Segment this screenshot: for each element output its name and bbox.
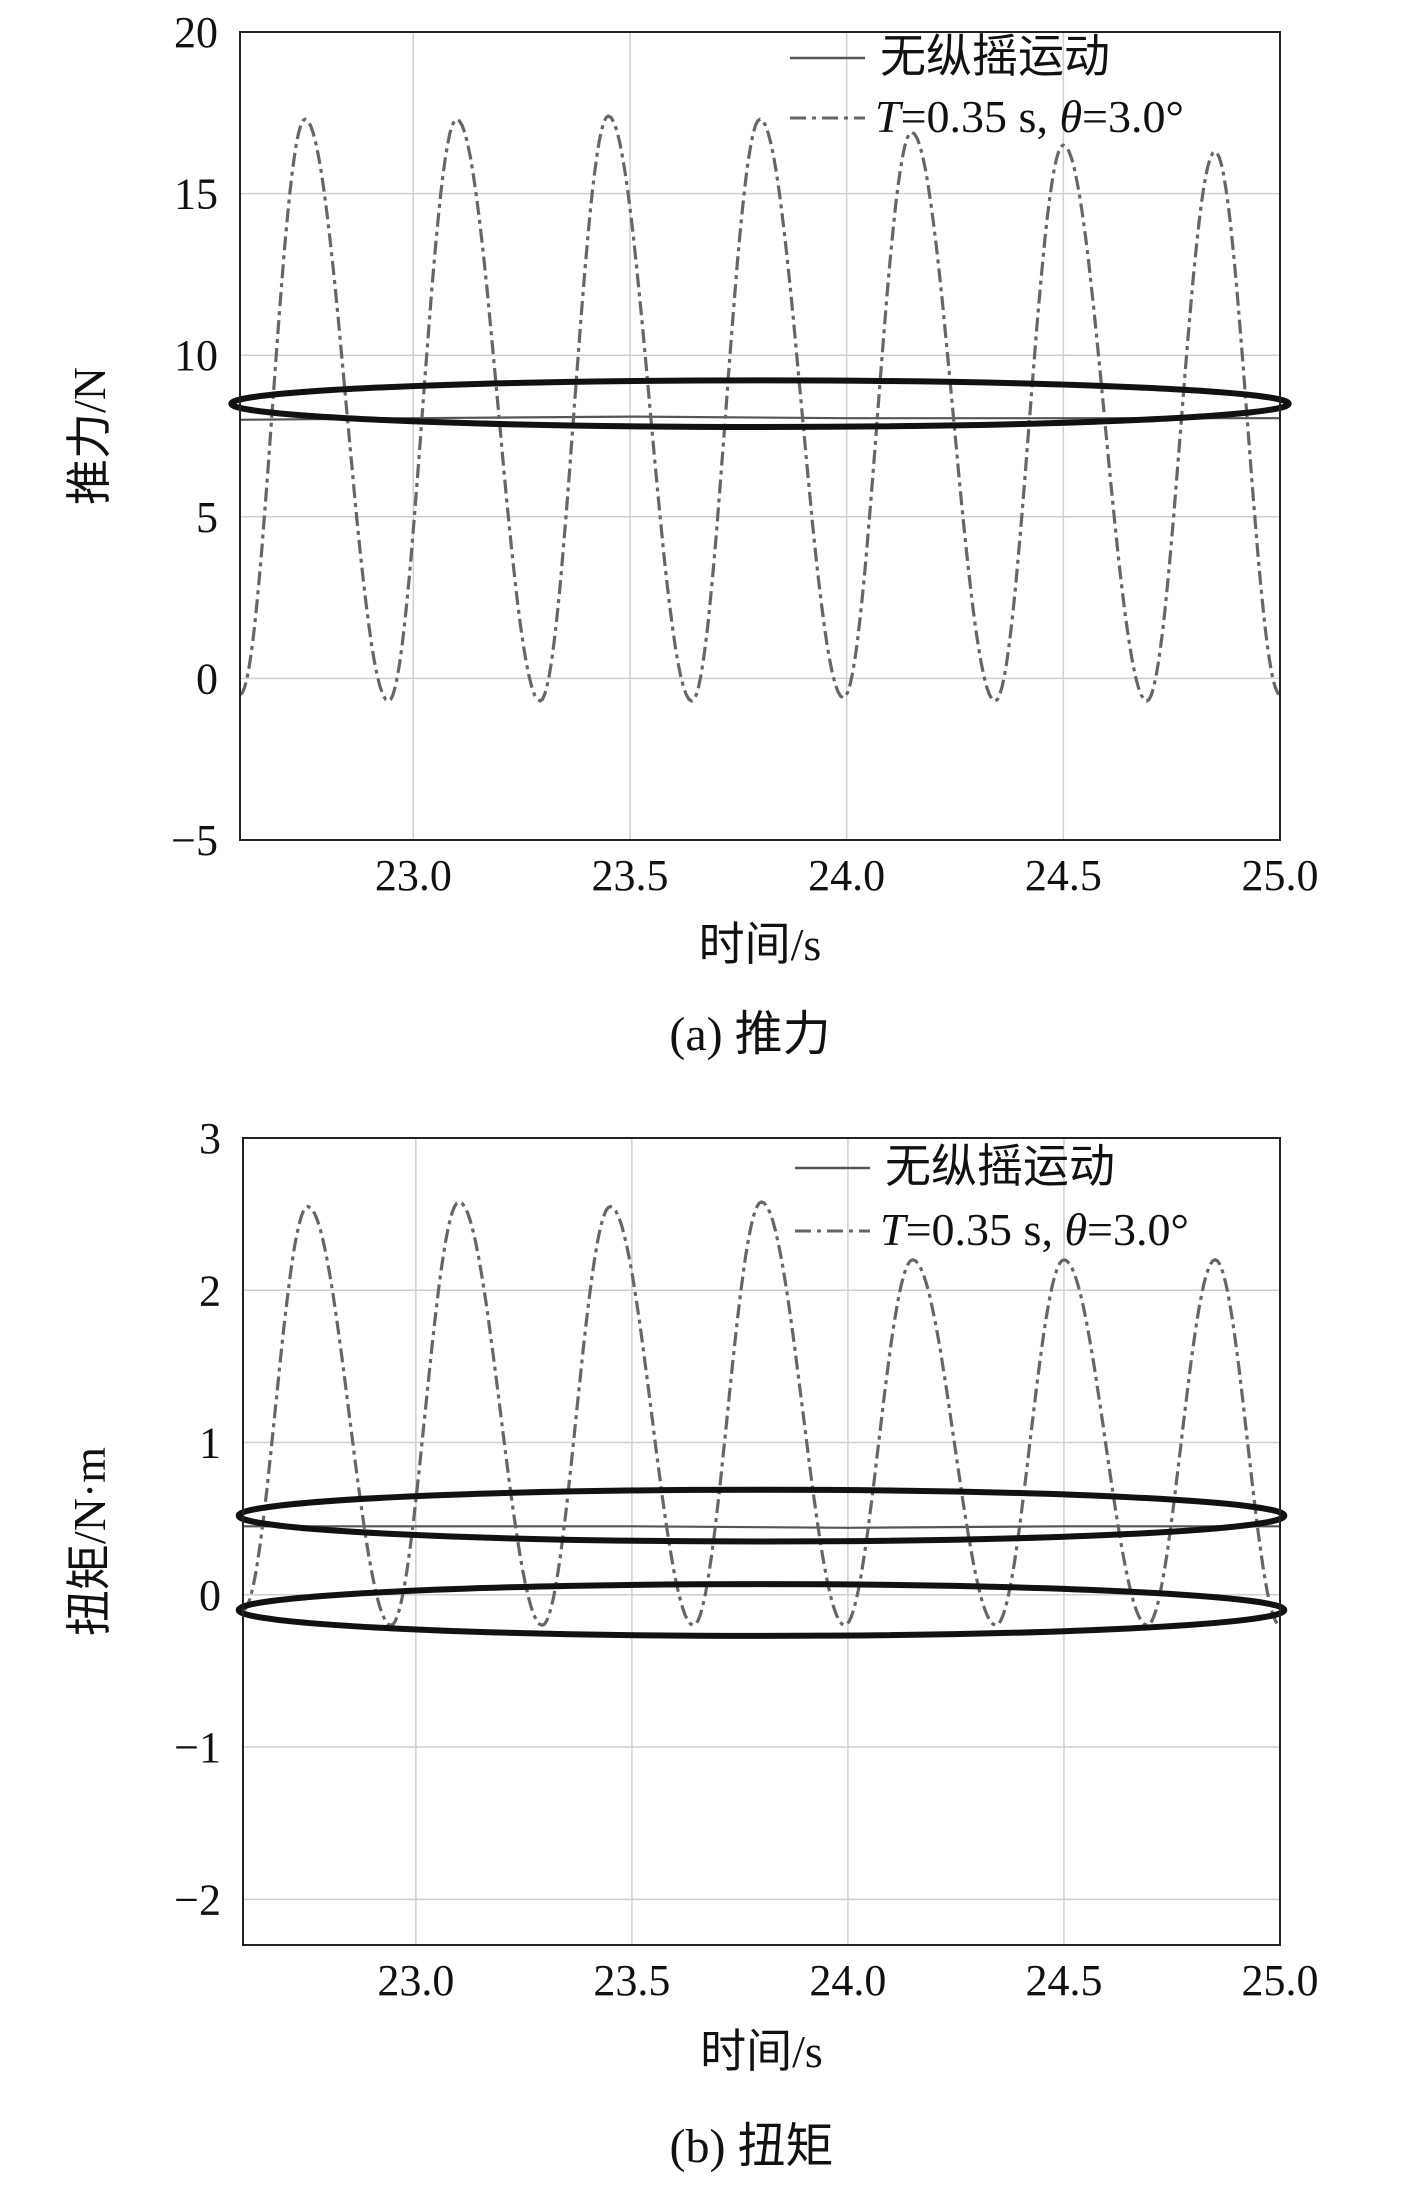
highlight-ellipse: [235, 1486, 1288, 1545]
series-layer: [242, 1200, 1281, 1627]
y-tick-label: 5: [196, 493, 218, 542]
chart-thrust: 23.0 23.5 24.0 24.5 25.0 20 15 10 5 0 −5 无纵摇运动 T=0…: [64, 8, 1319, 1061]
legend-t-value: =0.35 s,: [901, 91, 1060, 142]
legend-label-no-pitch: 无纵摇运动: [885, 1141, 1115, 1192]
legend-theta-value: =3.0°: [1082, 91, 1184, 142]
highlight-ellipse: [235, 1581, 1288, 1639]
x-axis-label: 时间/s: [700, 2026, 823, 2077]
x-tick-label: 24.0: [809, 1956, 886, 2005]
y-tick-label: 0: [199, 1571, 221, 1620]
highlight-ellipse: [228, 377, 1292, 430]
legend: 无纵摇运动 T=0.35 s, θ=3.0°: [790, 31, 1184, 142]
y-tick-label: 10: [174, 331, 218, 380]
plot-frame: [239, 31, 1281, 841]
legend-label-pitch: T=0.35 s, θ=3.0°: [880, 1204, 1189, 1255]
x-tick-label: 25.0: [1242, 1956, 1319, 2005]
tick-labels: 23.0 23.5 24.0 24.5 25.0 20 15 10 5 0 −5: [171, 8, 1318, 900]
y-tick-label: 3: [199, 1114, 221, 1163]
series-line-pitch: [242, 1200, 1281, 1627]
x-tick-label: 24.5: [1025, 1956, 1102, 2005]
legend-var-t: T: [875, 91, 904, 142]
y-axis-label: 扭矩/N·m: [64, 1447, 115, 1636]
series-line-no-pitch: [243, 1525, 1280, 1529]
legend-var-t: T: [880, 1204, 909, 1255]
grid-lines: [240, 31, 1281, 841]
chart-caption: (b) 扭矩: [670, 2120, 834, 2173]
y-tick-label: 0: [196, 654, 218, 703]
legend-var-theta: θ: [1064, 1204, 1087, 1255]
chart-torque: 23.0 23.5 24.0 24.5 25.0 3 2 1 0 −1 −2 无纵摇运动 T=0.3…: [64, 1114, 1319, 2173]
series-line-pitch: [239, 114, 1281, 703]
x-tick-label: 23.0: [377, 1956, 454, 2005]
y-tick-label: 20: [174, 8, 218, 57]
x-tick-label: 24.0: [808, 851, 885, 900]
y-tick-label: −5: [171, 816, 218, 865]
y-axis-label: 推力/N: [64, 367, 115, 505]
x-axis-label: 时间/s: [699, 919, 822, 970]
y-tick-label: −1: [174, 1723, 221, 1772]
annotation-layer: [235, 1486, 1288, 1639]
x-tick-label: 23.5: [593, 1956, 670, 2005]
plot-frame: [242, 1137, 1281, 1946]
legend-t-value: =0.35 s,: [906, 1204, 1065, 1255]
legend-label-pitch: T=0.35 s, θ=3.0°: [875, 91, 1184, 142]
y-tick-label: 1: [199, 1419, 221, 1468]
legend-var-theta: θ: [1059, 91, 1082, 142]
chart-caption: (a) 推力: [669, 1008, 830, 1061]
series-layer: [239, 114, 1281, 703]
y-tick-label: 2: [199, 1266, 221, 1315]
annotation-layer: [228, 377, 1292, 430]
x-tick-label: 23.0: [375, 851, 452, 900]
legend-theta-value: =3.0°: [1087, 1204, 1189, 1255]
legend-label-no-pitch: 无纵摇运动: [880, 31, 1110, 82]
tick-labels: 23.0 23.5 24.0 24.5 25.0 3 2 1 0 −1 −2: [174, 1114, 1318, 2005]
x-tick-label: 25.0: [1242, 851, 1319, 900]
legend: 无纵摇运动 T=0.35 s, θ=3.0°: [795, 1141, 1189, 1255]
y-tick-label: −2: [174, 1875, 221, 1924]
x-tick-label: 23.5: [592, 851, 669, 900]
x-tick-label: 24.5: [1025, 851, 1102, 900]
y-tick-label: 15: [174, 170, 218, 219]
